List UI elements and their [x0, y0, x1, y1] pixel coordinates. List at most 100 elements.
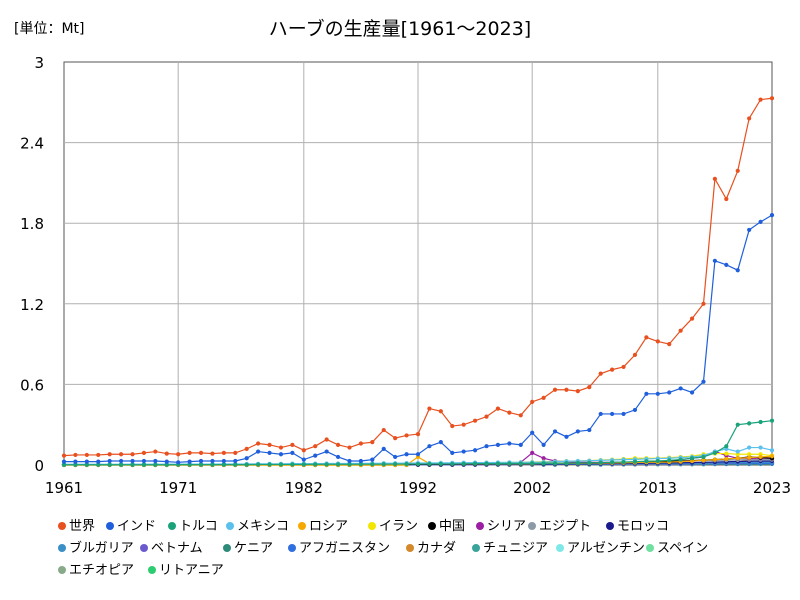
- data-point: [164, 459, 169, 464]
- data-point: [758, 97, 763, 102]
- legend-item: チュニジア: [472, 541, 548, 557]
- data-point: [530, 399, 535, 404]
- data-point: [473, 448, 478, 453]
- legend-marker-icon: [58, 544, 66, 552]
- data-point: [119, 452, 124, 457]
- legend-item: エジプト: [528, 519, 591, 535]
- series-インド: [61, 213, 775, 465]
- data-point: [644, 459, 649, 464]
- data-point: [655, 458, 660, 464]
- legend-label: モロッコ: [617, 519, 670, 534]
- legend-item: ベトナム: [140, 541, 203, 557]
- data-point: [689, 390, 695, 395]
- data-point: [84, 459, 89, 464]
- data-point: [461, 461, 466, 466]
- data-point: [415, 461, 421, 467]
- data-point: [244, 456, 249, 461]
- data-point: [415, 452, 421, 457]
- grid-lines: [64, 62, 772, 465]
- legend-label: ロシア: [309, 519, 349, 534]
- data-point: [507, 461, 512, 466]
- data-point: [210, 458, 215, 464]
- data-point: [507, 441, 512, 446]
- data-point: [267, 462, 272, 467]
- data-point: [450, 461, 455, 467]
- data-point: [164, 462, 169, 467]
- data-point: [438, 461, 443, 467]
- legend-item: メキシコ: [226, 519, 289, 535]
- data-point: [655, 391, 660, 396]
- legend-marker-icon: [223, 544, 231, 552]
- data-point: [769, 454, 775, 459]
- data-point: [393, 454, 398, 460]
- data-point: [324, 462, 329, 467]
- legend-item: リトアニア: [148, 563, 224, 579]
- data-point: [141, 458, 147, 464]
- data-point: [130, 458, 135, 464]
- legend-label: チュニジア: [483, 541, 549, 556]
- data-point: [701, 301, 706, 306]
- data-point: [632, 407, 638, 413]
- data-point: [221, 462, 226, 467]
- chart-title: ハーブの生産量[1961～2023]: [268, 18, 532, 40]
- data-point: [233, 462, 238, 467]
- data-point: [678, 457, 683, 462]
- data-point: [701, 458, 706, 463]
- data-point: [381, 446, 386, 451]
- data-point: [621, 411, 626, 417]
- legend-marker-icon: [288, 544, 296, 552]
- data-point: [153, 458, 158, 464]
- data-point: [415, 432, 421, 437]
- data-point: [530, 430, 535, 435]
- y-tick-label: 3: [34, 54, 44, 72]
- data-point: [712, 457, 718, 462]
- data-point: [370, 457, 375, 462]
- data-point: [758, 419, 763, 425]
- data-point: [393, 461, 398, 467]
- data-point: [256, 449, 261, 454]
- unit-label: [単位：Mt]: [14, 21, 85, 37]
- legend-item: 中国: [428, 519, 465, 535]
- legend-item: ロシア: [298, 519, 348, 535]
- legend-marker-icon: [226, 522, 234, 530]
- data-point: [541, 442, 546, 447]
- data-point: [610, 460, 615, 465]
- data-point: [735, 168, 740, 173]
- data-point: [164, 451, 169, 456]
- data-point: [187, 459, 192, 464]
- data-point: [747, 421, 752, 426]
- data-point: [712, 176, 718, 181]
- data-point: [96, 459, 101, 464]
- legend-marker-icon: [298, 522, 306, 530]
- y-tick-label: 2.4: [20, 135, 44, 153]
- data-point: [769, 96, 775, 101]
- data-point: [404, 452, 409, 457]
- data-point: [724, 451, 729, 456]
- data-point: [678, 386, 683, 391]
- series-世界: [61, 96, 775, 458]
- data-point: [358, 441, 363, 446]
- legend-item: エチオピア: [58, 563, 134, 579]
- legend-marker-icon: [406, 544, 414, 552]
- data-point: [290, 450, 295, 456]
- legend-label: トルコ: [179, 519, 218, 534]
- data-point: [381, 462, 386, 467]
- x-tick-label: 1971: [159, 479, 197, 497]
- data-point: [290, 462, 295, 467]
- data-point: [427, 461, 432, 467]
- axis-tick-labels: 0 0.6 1.2 1.8 2.4 3 1961 1971 1982 1992 2002 2013 20…: [20, 54, 791, 497]
- legend-item: ケニア: [223, 541, 273, 557]
- legend-marker-icon: [606, 522, 614, 530]
- data-point: [678, 328, 683, 333]
- data-point: [575, 460, 580, 466]
- data-point: [313, 444, 318, 449]
- data-point: [644, 391, 649, 396]
- legend-item: イラン: [368, 519, 418, 535]
- data-point: [73, 452, 78, 458]
- legend-item: 世界: [58, 519, 95, 535]
- data-point: [358, 458, 363, 464]
- data-point: [530, 450, 535, 456]
- data-point: [518, 461, 523, 466]
- data-point: [61, 462, 67, 467]
- data-point: [278, 462, 284, 467]
